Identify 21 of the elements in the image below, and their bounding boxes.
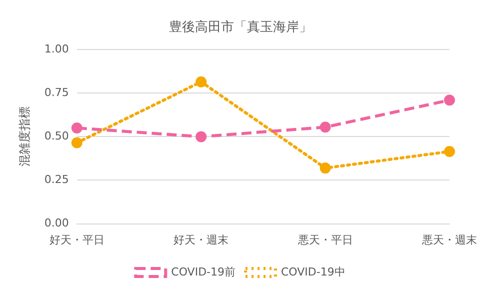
point [444, 94, 455, 106]
point [71, 137, 82, 148]
y-tick-label: 1.00 [44, 42, 69, 56]
x-tick-label: 悪天・週末 [421, 233, 477, 246]
chart-title: 豊後高田市「真玉海岸」 [169, 19, 312, 36]
x-tick-label: 好天・週末 [174, 233, 229, 246]
legend-label: COVID-19前 [171, 265, 236, 278]
y-tick-label: 0.50 [44, 130, 69, 143]
point [320, 162, 331, 174]
point [196, 76, 207, 88]
point [444, 146, 455, 158]
y-tick-label: 0.00 [44, 216, 69, 230]
y-tick-label: 0.25 [44, 173, 69, 186]
point [196, 131, 207, 142]
y-tick-label: 0.75 [44, 86, 69, 100]
legend-label: COVID-19中 [281, 265, 346, 278]
x-tick-label: 好天・平日 [49, 233, 104, 246]
x-tick-label: 悪天・平日 [296, 233, 353, 246]
point [320, 122, 331, 133]
y-axis-title: 混雑度指標 [17, 106, 32, 167]
point [71, 122, 82, 134]
